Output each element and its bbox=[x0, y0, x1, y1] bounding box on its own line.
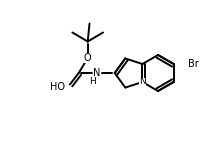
Text: Br: Br bbox=[188, 59, 198, 69]
Text: H: H bbox=[89, 77, 96, 85]
Text: N: N bbox=[139, 77, 146, 87]
Text: N: N bbox=[93, 68, 100, 78]
Text: O: O bbox=[84, 53, 92, 63]
Text: HO: HO bbox=[50, 82, 65, 92]
